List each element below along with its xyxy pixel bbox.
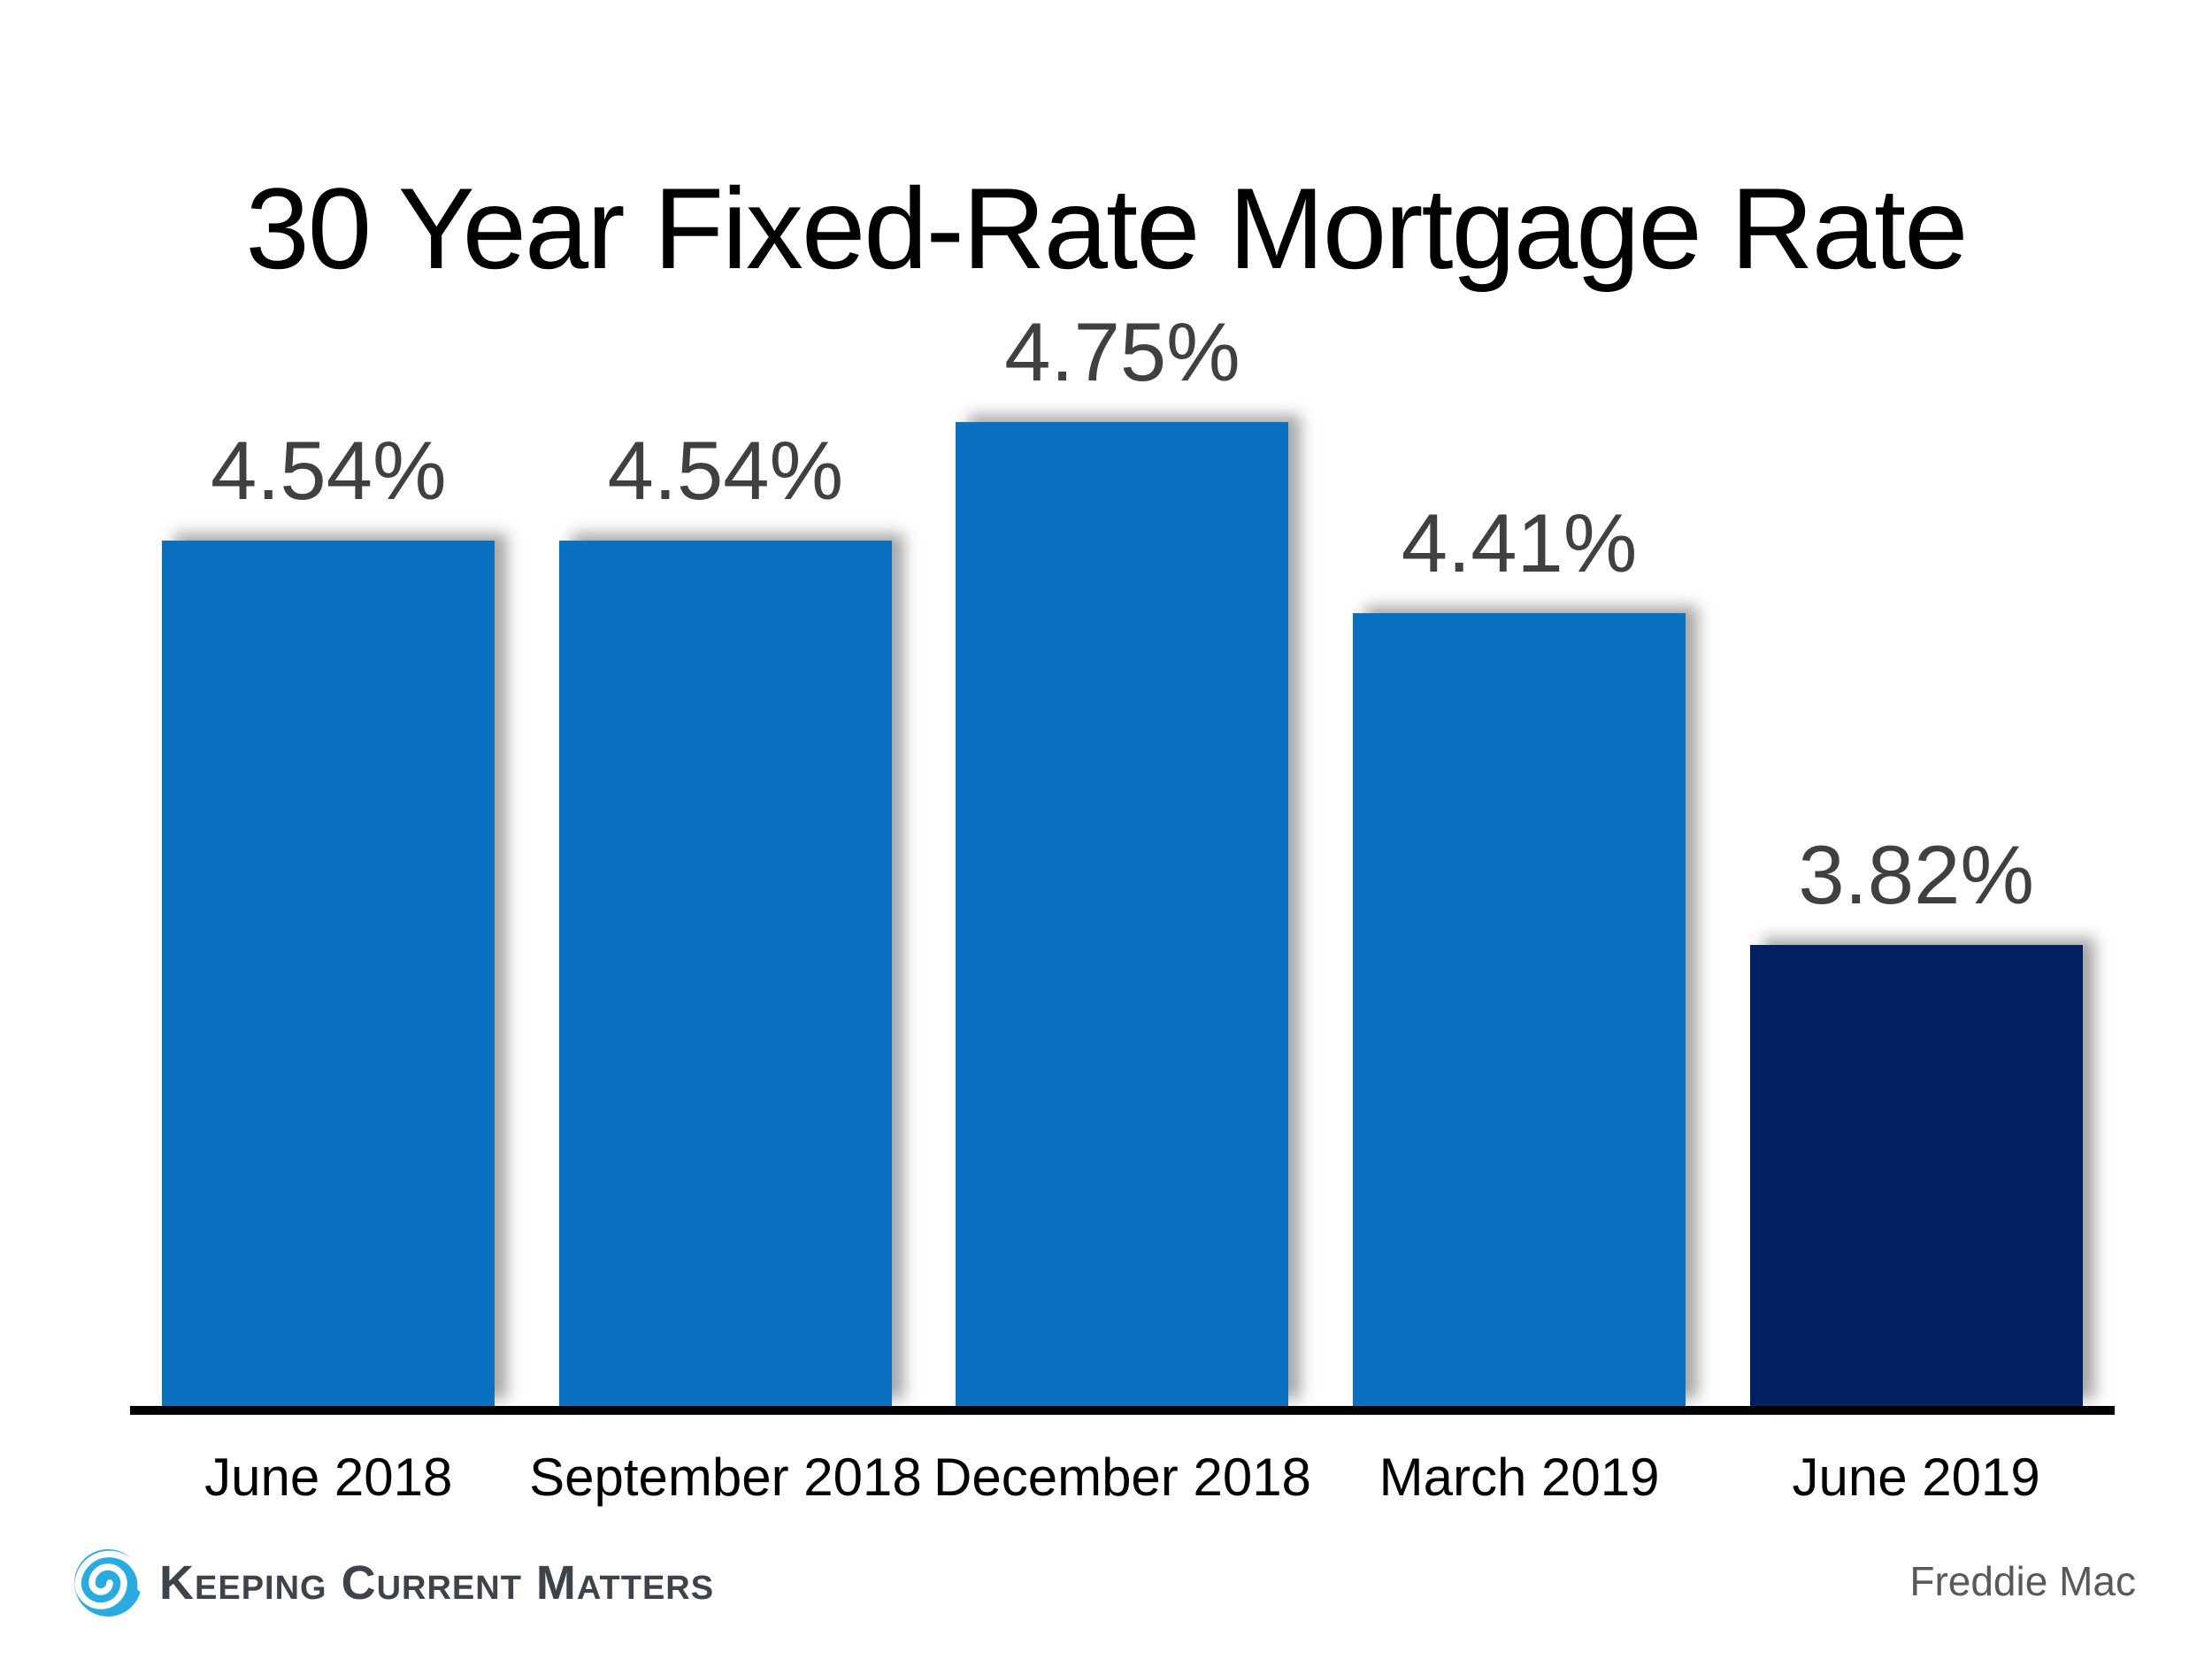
bar-column: 4.75% December 2018 <box>924 311 1321 1507</box>
bar-column: 4.54% September 2018 <box>527 338 925 1507</box>
x-axis-label: June 2018 <box>204 1448 453 1507</box>
bar-value-label: 4.54% <box>607 424 844 517</box>
bar <box>1353 613 1686 1406</box>
chart-title: 30 Year Fixed-Rate Mortgage Rate <box>245 164 1969 294</box>
bar-chart-plot-area: 4.54% June 2018 4.54% September 2018 4.75% De… <box>130 311 2115 1507</box>
bar-column: 4.41% March 2019 <box>1321 338 1718 1507</box>
kcm-swirl-icon <box>74 1549 143 1617</box>
x-axis-label: March 2019 <box>1379 1448 1660 1507</box>
bar-value-label: 4.41% <box>1401 496 1638 589</box>
kcm-logo: Keeping Current Matters <box>73 1547 714 1619</box>
x-axis-label: June 2019 <box>1792 1448 2040 1507</box>
bar-column: 4.54% June 2018 <box>130 338 527 1507</box>
bar <box>1749 945 2083 1406</box>
x-axis-line <box>130 1406 2115 1415</box>
bar-value-label: 4.75% <box>1004 305 1240 398</box>
x-axis-label: December 2018 <box>933 1448 1311 1507</box>
kcm-logo-text: Keeping Current Matters <box>159 1556 715 1609</box>
x-axis-label: September 2018 <box>529 1448 922 1507</box>
bar-value-label: 3.82% <box>1798 828 2034 921</box>
bar <box>162 541 495 1406</box>
bar <box>558 541 892 1406</box>
bar <box>956 422 1289 1406</box>
bar-value-label: 4.54% <box>211 424 447 517</box>
source-attribution: Freddie Mac <box>1909 1558 2136 1604</box>
bar-column: 3.82% June 2019 <box>1717 338 2115 1507</box>
